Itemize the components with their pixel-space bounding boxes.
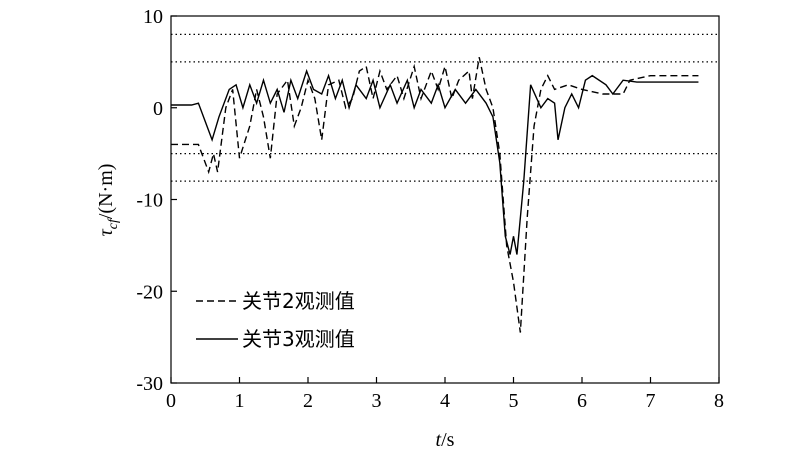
x-tick-label: 5 bbox=[509, 390, 519, 412]
legend-label: 关节3观测值 bbox=[242, 327, 355, 351]
x-label-symbol: t bbox=[436, 429, 442, 451]
series-line bbox=[171, 68, 699, 255]
y-tick-label: -30 bbox=[136, 373, 163, 395]
y-label-symbol: τ bbox=[95, 228, 117, 236]
x-tick-label: 3 bbox=[372, 390, 382, 412]
x-tick-label: 8 bbox=[714, 390, 724, 412]
y-tick-label: 0 bbox=[153, 98, 163, 120]
y-tick-label: -20 bbox=[136, 281, 163, 303]
x-tick-label: 1 bbox=[235, 390, 245, 412]
y-axis-label: τcf/(N·m) bbox=[95, 164, 121, 237]
x-tick-label: 2 bbox=[303, 390, 313, 412]
y-label-unit: /(N·m) bbox=[95, 164, 117, 220]
x-tick-label: 4 bbox=[440, 390, 450, 412]
y-tick-label: -10 bbox=[136, 190, 163, 212]
y-label-subscript: cf bbox=[106, 217, 121, 229]
x-label-unit: /s bbox=[441, 429, 455, 451]
series-line bbox=[171, 57, 699, 333]
x-axis-label: t/s bbox=[436, 429, 455, 451]
x-tick-label: 7 bbox=[646, 390, 656, 412]
x-tick-label: 0 bbox=[166, 390, 176, 412]
legend-label: 关节2观测值 bbox=[242, 289, 355, 313]
y-tick-label: 10 bbox=[143, 6, 163, 28]
x-tick-label: 6 bbox=[577, 390, 587, 412]
